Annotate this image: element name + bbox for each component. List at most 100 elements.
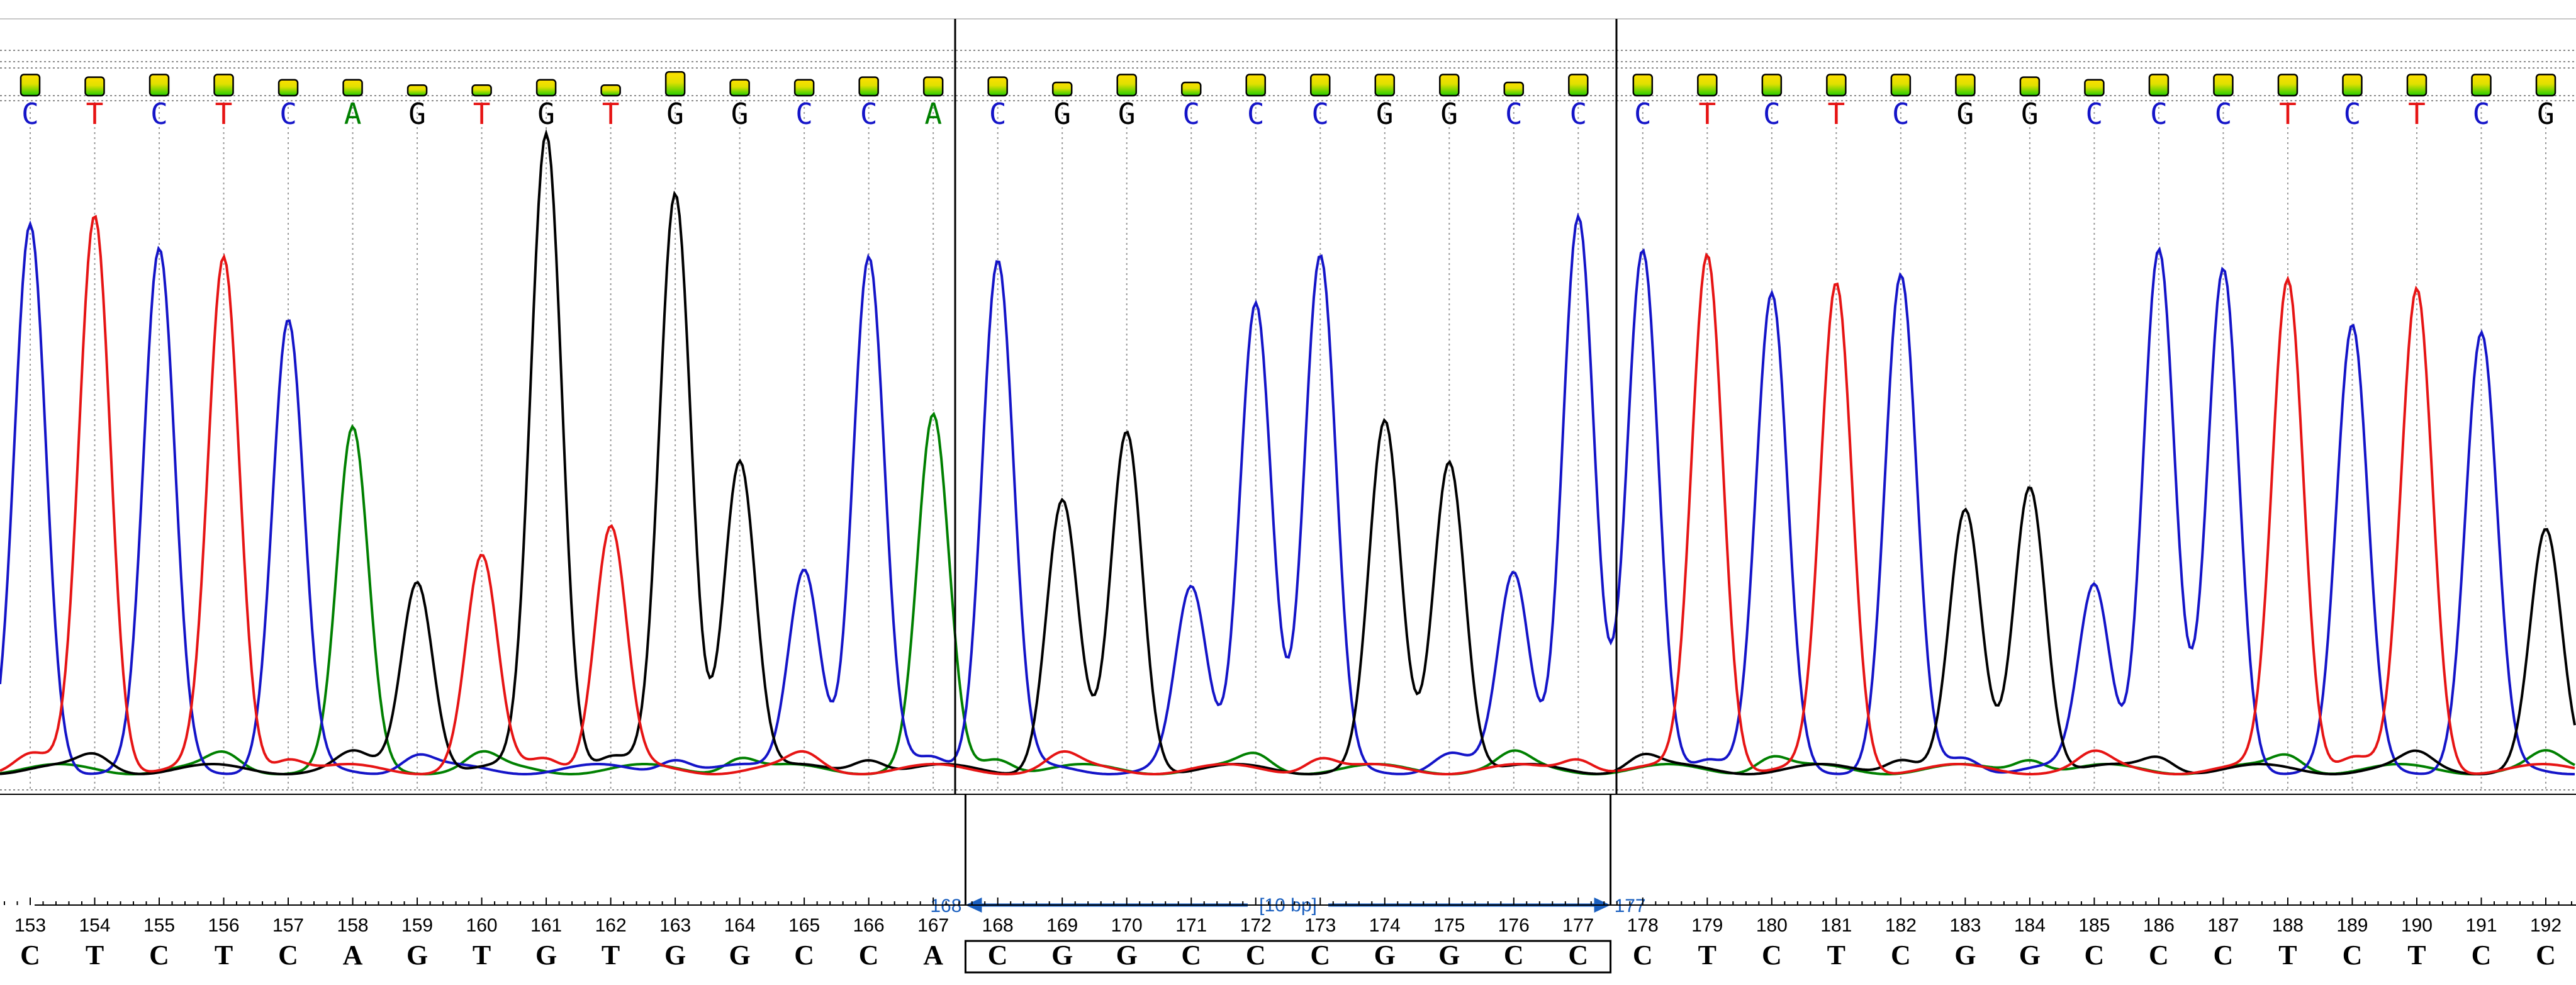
ruler-position-label: 171 (1175, 915, 1207, 936)
base-call-letter: C (1247, 97, 1265, 131)
quality-bars (20, 70, 2556, 97)
quality-bar (535, 79, 557, 97)
quality-bar (1826, 74, 1847, 97)
ruler-position-label: 172 (1240, 915, 1272, 936)
quality-bar (1955, 74, 1976, 97)
ruler-position-label: 190 (2401, 915, 2433, 936)
reference-base: C (2214, 940, 2234, 971)
reference-base: G (535, 940, 557, 971)
ruler-position-label: 178 (1627, 915, 1659, 936)
reference-base: T (215, 940, 233, 971)
quality-bar (406, 84, 428, 97)
ruler-position-label: 164 (724, 915, 756, 936)
reference-base: C (988, 940, 1008, 971)
quality-bar (2148, 74, 2170, 97)
base-call-letter: C (1505, 97, 1523, 131)
reference-base: C (2149, 940, 2169, 971)
base-call-letter: G (666, 97, 684, 131)
base-call-letter: G (1957, 97, 1974, 131)
quality-bar (1761, 74, 1783, 97)
reference-base: G (1954, 940, 1976, 971)
quality-bar (2277, 74, 2299, 97)
quality-bar (1310, 74, 1331, 97)
reference-base: C (1568, 940, 1588, 971)
reference-base: A (343, 940, 363, 971)
base-call-letter: T (473, 97, 491, 131)
quality-bar (1632, 74, 1654, 97)
reference-base: C (1762, 940, 1782, 971)
quality-bar (600, 84, 621, 97)
base-call-letter: C (2473, 97, 2490, 131)
reference-base: C (2472, 940, 2492, 971)
peak-guides (30, 102, 2546, 790)
quality-bar (471, 84, 492, 97)
ruler-position-label: 169 (1046, 915, 1078, 936)
base-call-letter: C (860, 97, 878, 131)
ruler-position-label: 183 (1949, 915, 1981, 936)
quality-bar (2535, 74, 2556, 97)
base-call-letter: T (86, 97, 104, 131)
reference-base: C (1181, 940, 1201, 971)
reference-base: C (20, 940, 40, 971)
quality-bar (2084, 79, 2105, 97)
quality-bar (2471, 74, 2492, 97)
reference-base: T (473, 940, 491, 971)
ruler-position-label: 188 (2272, 915, 2304, 936)
reference-base: G (1051, 940, 1073, 971)
reference-base: G (1116, 940, 1138, 971)
quality-bar (1503, 81, 1525, 97)
ruler-position-label: 180 (1756, 915, 1788, 936)
base-call-letter: C (1569, 97, 1587, 131)
ruler-position-label: 182 (1885, 915, 1917, 936)
quality-bar (729, 79, 750, 97)
quality-bar (2019, 76, 2041, 97)
base-call-letter: C (2344, 97, 2361, 131)
ruler-position-label: 191 (2465, 915, 2497, 936)
quality-bar (664, 70, 686, 97)
ruler-position-label: 177 (1562, 915, 1594, 936)
reference-base: C (1633, 940, 1653, 971)
quality-bar (793, 79, 815, 97)
base-call-letter: G (1118, 97, 1136, 131)
quality-bar (20, 74, 41, 97)
ruler-position-label: 176 (1498, 915, 1530, 936)
quality-bar (1697, 74, 1718, 97)
quality-bar (2213, 74, 2234, 97)
ruler-position-label: 167 (917, 915, 949, 936)
reference-base: C (859, 940, 879, 971)
ruler-position-label: 166 (853, 915, 885, 936)
base-call-letter: C (2086, 97, 2103, 131)
ruler-position-label: 185 (2078, 915, 2110, 936)
base-call-letter: G (408, 97, 426, 131)
quality-bar (1051, 81, 1073, 97)
base-call-letter: C (150, 97, 168, 131)
selection-start-label: 168 (930, 896, 961, 916)
selection-box[interactable] (964, 940, 1612, 974)
quality-bar (2406, 74, 2428, 97)
base-call-letter: T (602, 97, 620, 131)
reference-base: C (278, 940, 298, 971)
quality-bar (1568, 74, 1589, 97)
ruler-position-label: 161 (530, 915, 562, 936)
ruler-position-label: 187 (2207, 915, 2239, 936)
horizontal-guides (0, 50, 2576, 791)
base-call-letter: A (924, 97, 942, 131)
base-call-letter: G (2537, 97, 2555, 131)
trace-curves (0, 128, 2576, 776)
reference-base: T (86, 940, 104, 971)
quality-bar (1374, 74, 1396, 97)
reference-base: C (2536, 940, 2556, 971)
base-call-letter: G (1440, 97, 1458, 131)
ruler-position-label: 184 (2014, 915, 2046, 936)
quality-bar (213, 74, 234, 97)
base-call-letter: C (1182, 97, 1200, 131)
ruler-position-label: 153 (14, 915, 46, 936)
reference-base: G (1374, 940, 1396, 971)
quality-bar (1439, 74, 1460, 97)
reference-base: C (2085, 940, 2105, 971)
ruler-position-label: 189 (2336, 915, 2368, 936)
base-call-letter: C (989, 97, 1007, 131)
